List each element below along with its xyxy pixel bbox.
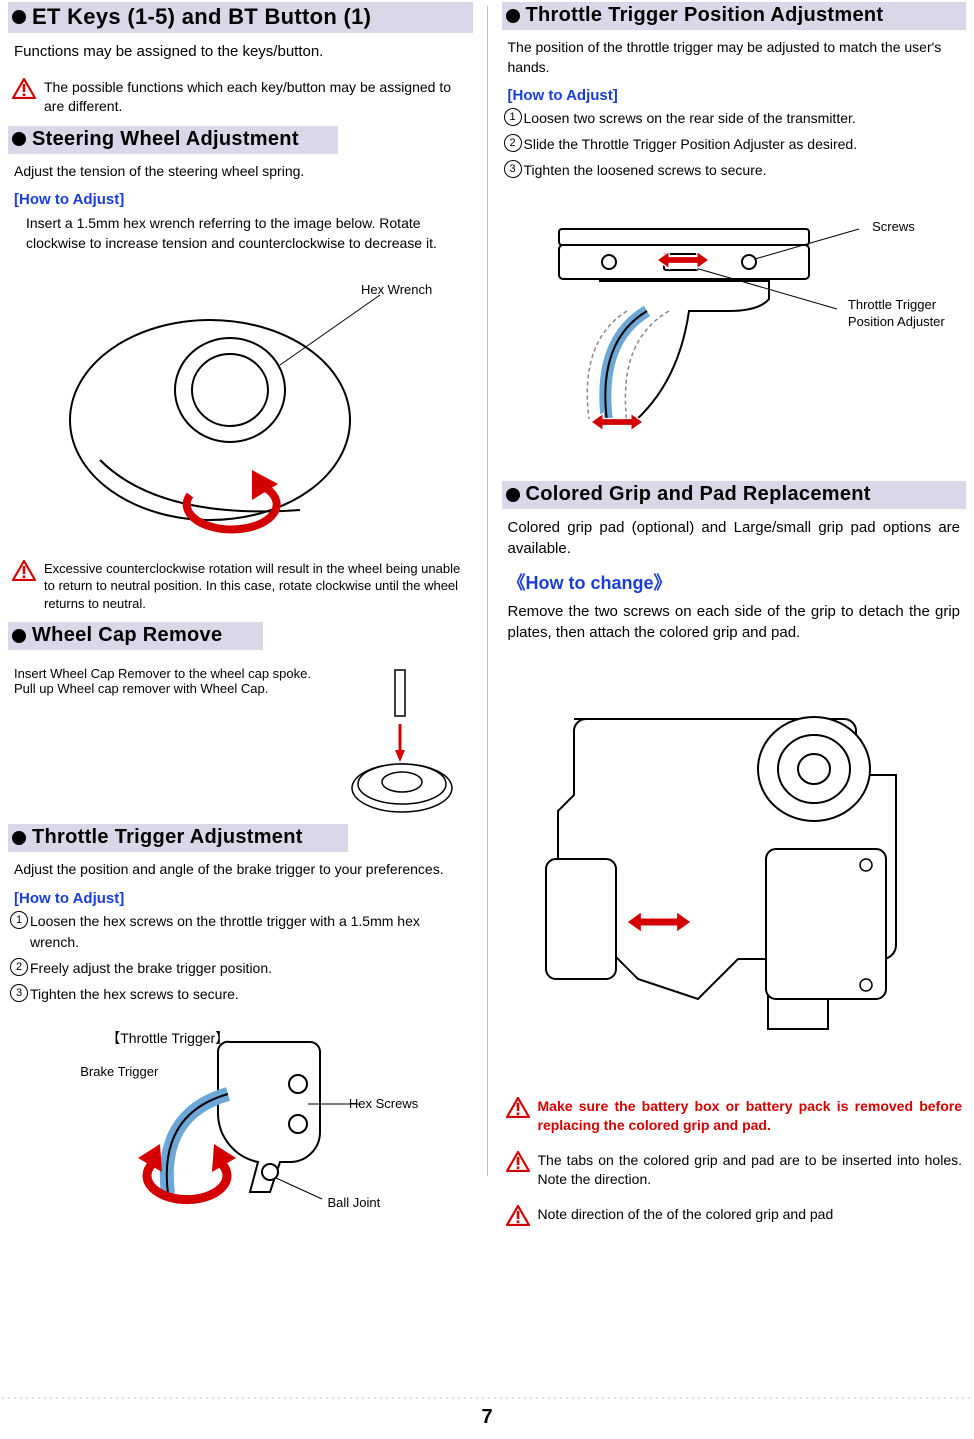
step: Tighten the hex screws to secure.: [30, 984, 467, 1006]
right-column: Throttle Trigger Position Adjustment The…: [502, 2, 967, 1236]
pos-body: The position of the throttle trigger may…: [502, 36, 967, 87]
steer-warning: Excessive counterclockwise rotation will…: [8, 554, 473, 623]
left-column: ET Keys (1-5) and BT Button (1) Function…: [8, 2, 473, 1236]
warning-icon: [506, 1151, 530, 1172]
steering-figure: Hex Wrench: [8, 264, 473, 554]
brake-label: Brake Trigger: [80, 1064, 158, 1079]
warning-icon: [12, 78, 36, 99]
steer-how: [How to Adjust]: [8, 191, 473, 212]
trigger-figure: 【Throttle Trigger】 Brake Trigger Hex Scr…: [8, 1018, 473, 1226]
bullet-icon: [12, 132, 26, 146]
trigger-svg: [60, 1024, 420, 1214]
section-header-cap: Wheel Cap Remove: [8, 622, 263, 650]
bullet-icon: [12, 629, 26, 643]
et-warning: The possible functions which each key/bu…: [8, 72, 473, 126]
step: Tighten the loosened screws to secure.: [524, 160, 961, 182]
grip-warning-2: The tabs on the colored grip and pad are…: [502, 1145, 967, 1199]
hex-wrench-label: Hex Wrench: [361, 282, 432, 297]
warning-icon: [506, 1205, 530, 1226]
grip-body: Colored grip pad (optional) and Large/sm…: [502, 515, 967, 569]
dbl-arrow-icon: [657, 249, 709, 271]
hex-label: Hex Screws: [349, 1096, 418, 1111]
dbl-arrow-icon: [591, 411, 643, 433]
grip-warning-red: Make sure the battery box or battery pac…: [502, 1091, 967, 1145]
section-title: Wheel Cap Remove: [32, 624, 222, 647]
grip-how-body: Remove the two screws on each side of th…: [502, 599, 967, 653]
pos-how: [How to Adjust]: [502, 87, 967, 108]
trig-body: Adjust the position and angle of the bra…: [8, 858, 473, 890]
bullet-icon: [12, 831, 26, 845]
warning-icon: [12, 560, 36, 581]
section-header-pos: Throttle Trigger Position Adjustment: [502, 2, 967, 30]
steer-body: Adjust the tension of the steering wheel…: [8, 160, 473, 192]
bullet-icon: [506, 488, 520, 502]
step: Slide the Throttle Trigger Position Adju…: [524, 134, 961, 156]
grip-figure: [502, 653, 967, 1071]
section-header-et: ET Keys (1-5) and BT Button (1): [8, 2, 473, 33]
grip-svg: [514, 659, 954, 1059]
grip-warn-red-text: Make sure the battery box or battery pac…: [538, 1097, 963, 1135]
screws-label: Screws: [872, 219, 915, 234]
et-body: Functions may be assigned to the keys/bu…: [8, 39, 473, 72]
grip-warn3-text: Note direction of the of the colored gri…: [538, 1205, 834, 1224]
adjuster-label: Throttle Trigger Position Adjuster: [848, 297, 945, 330]
pos-figure: Screws Throttle Trigger Position Adjuste…: [502, 193, 967, 451]
section-title: Steering Wheel Adjustment: [32, 128, 299, 151]
section-title: ET Keys (1-5) and BT Button (1): [32, 4, 371, 30]
column-divider: [487, 6, 488, 1176]
step: Freely adjust the brake trigger position…: [30, 958, 467, 980]
section-header-grip: Colored Grip and Pad Replacement: [502, 481, 967, 509]
steering-svg: [40, 270, 440, 542]
warning-icon: [506, 1097, 530, 1118]
page-number: 7: [0, 1406, 974, 1429]
step: Loosen the hex screws on the throttle tr…: [30, 911, 467, 954]
bullet-icon: [506, 9, 520, 23]
steer-warn-text: Excessive counterclockwise rotation will…: [44, 560, 469, 613]
grip-how: 《How to change》: [502, 569, 967, 599]
bullet-icon: [12, 10, 26, 24]
pos-steps: Loosen two screws on the rear side of th…: [502, 108, 967, 193]
trig-how: [How to Adjust]: [8, 890, 473, 911]
ball-label: Ball Joint: [328, 1195, 381, 1210]
grip-warn2-text: The tabs on the colored grip and pad are…: [538, 1151, 963, 1189]
section-title: Throttle Trigger Position Adjustment: [526, 4, 884, 27]
section-title: Throttle Trigger Adjustment: [32, 826, 303, 849]
cap-svg: [337, 666, 467, 816]
et-warn-text: The possible functions which each key/bu…: [44, 78, 469, 116]
trig-steps: Loosen the hex screws on the throttle tr…: [8, 911, 473, 1018]
dbl-arrow-icon: [624, 909, 694, 935]
step: Loosen two screws on the rear side of th…: [524, 108, 961, 130]
footer-dots: [0, 1397, 974, 1399]
steer-how-body: Insert a 1.5mm hex wrench referring to t…: [8, 212, 473, 263]
section-header-steering: Steering Wheel Adjustment: [8, 126, 338, 154]
cap-row: Insert Wheel Cap Remover to the wheel ca…: [8, 656, 473, 824]
trigger-title-label: 【Throttle Trigger】: [106, 1028, 229, 1048]
section-title: Colored Grip and Pad Replacement: [526, 483, 871, 506]
grip-warning-3: Note direction of the of the colored gri…: [502, 1199, 967, 1236]
section-header-trigger: Throttle Trigger Adjustment: [8, 824, 348, 852]
cap-body: Insert Wheel Cap Remover to the wheel ca…: [14, 666, 329, 696]
